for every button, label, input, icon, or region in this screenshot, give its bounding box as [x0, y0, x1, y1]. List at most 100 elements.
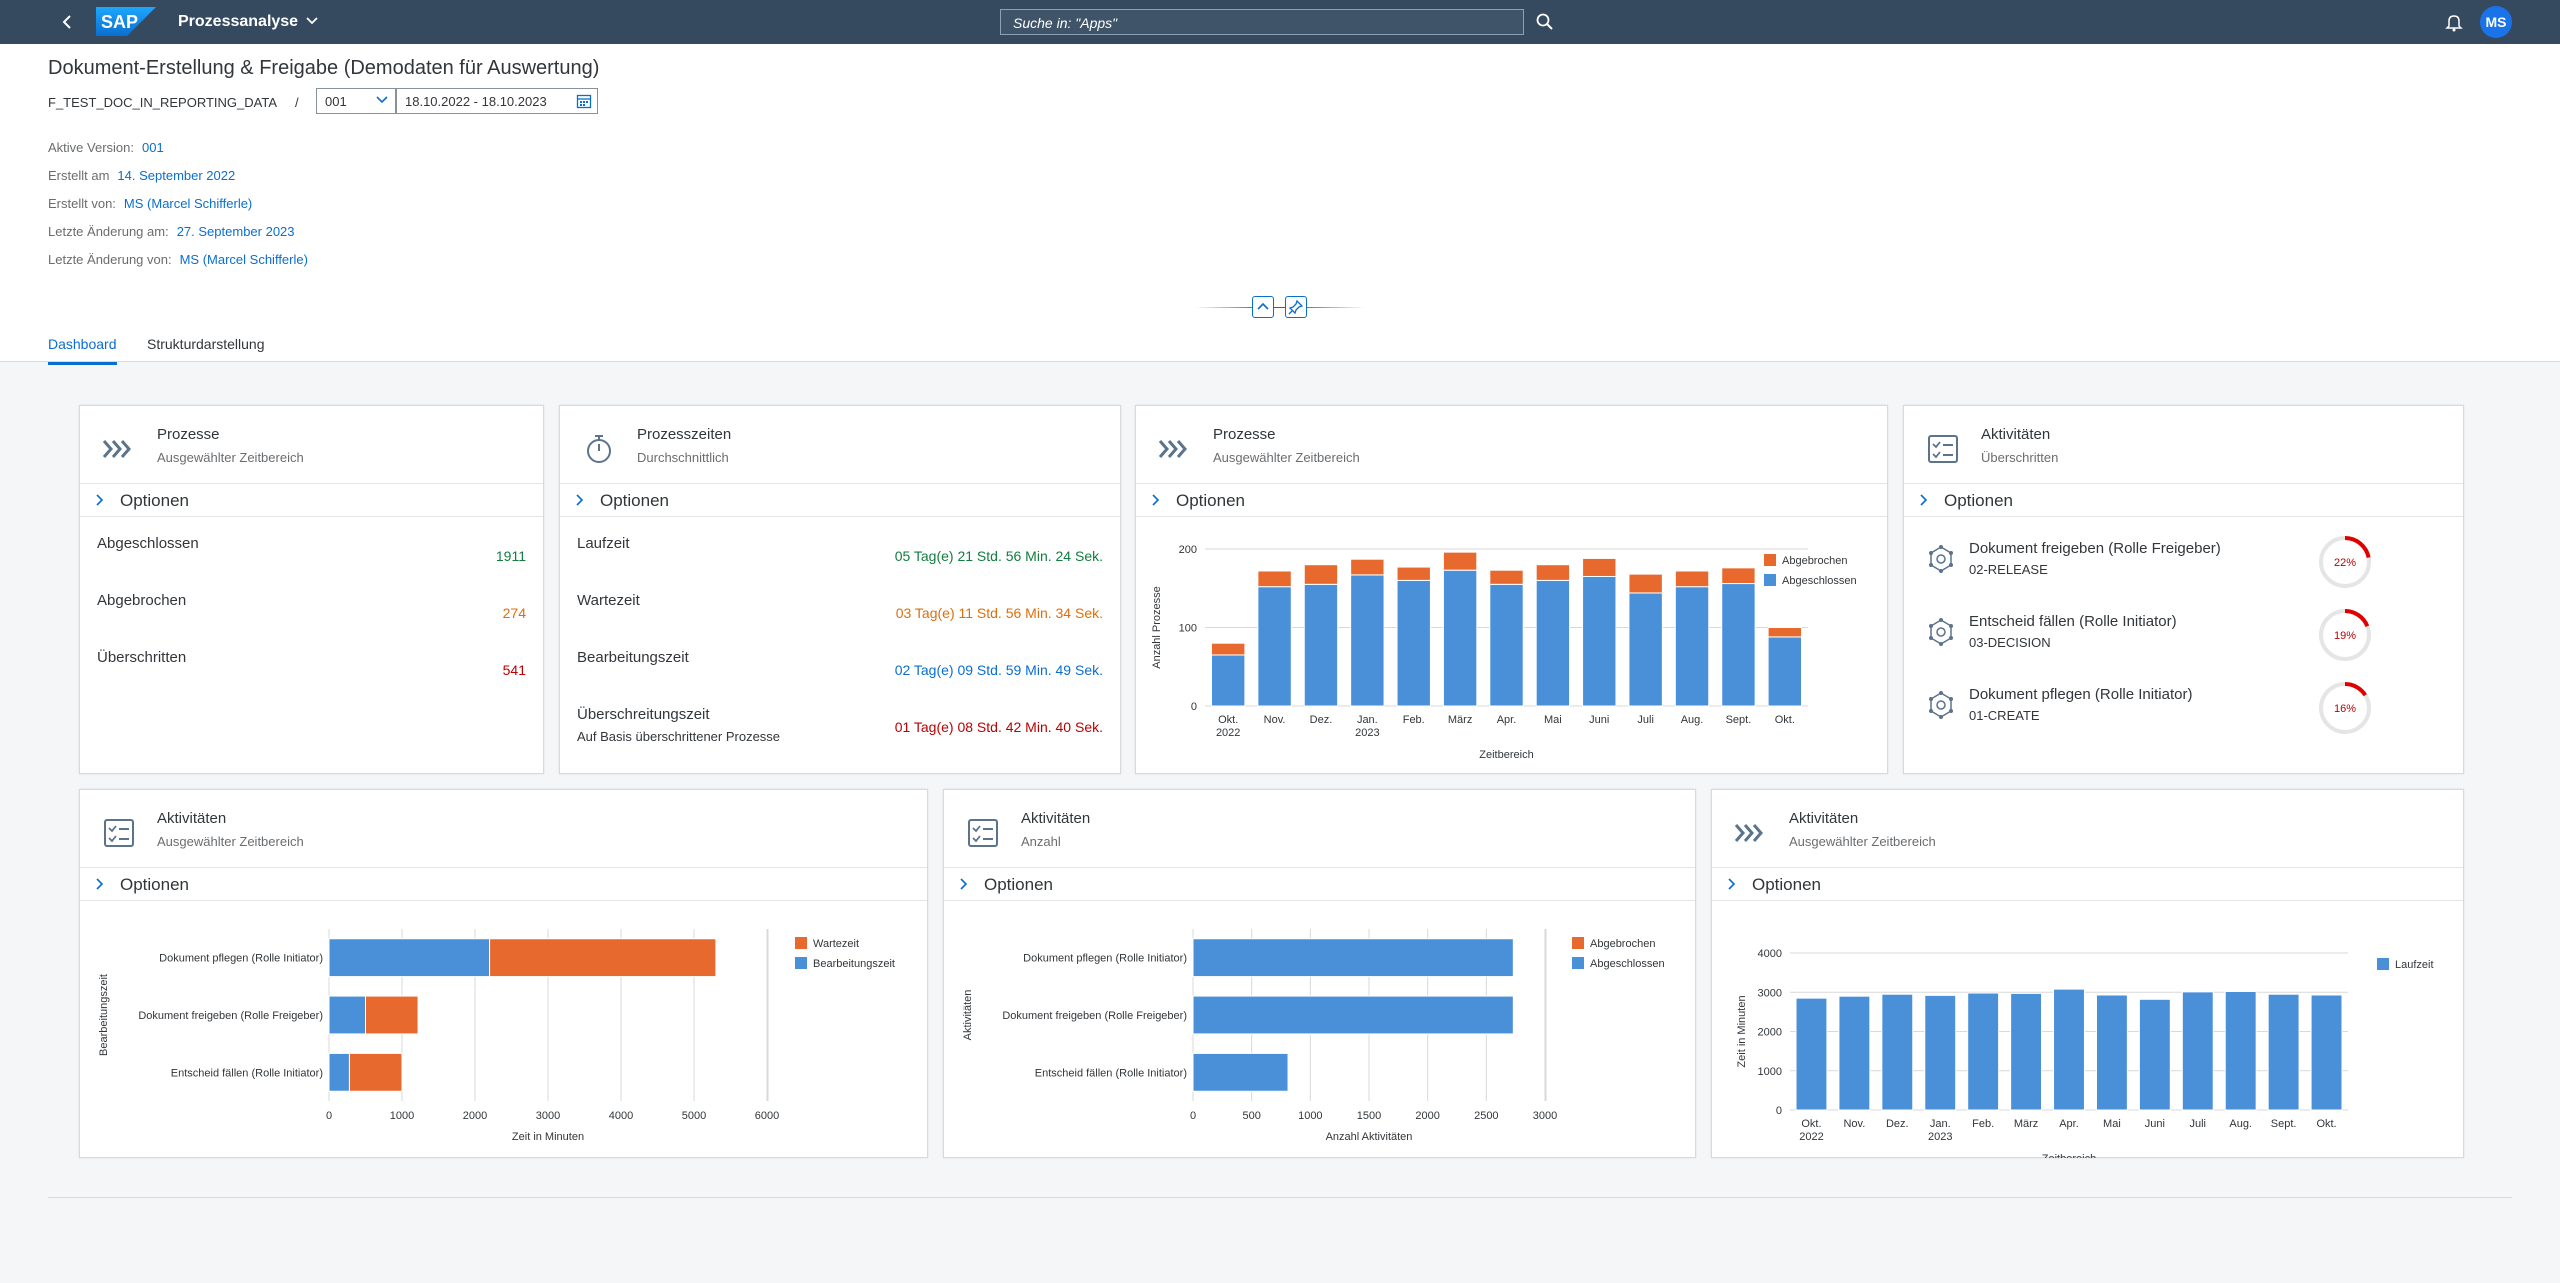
search-input[interactable]: Suche in: "Apps"	[1000, 9, 1524, 35]
process-chevrons-icon	[1158, 432, 1192, 466]
bar-laufzeit	[2267, 993, 2300, 1111]
options-toggle[interactable]: Optionen	[80, 483, 543, 517]
kpi-value: 541	[502, 662, 526, 678]
version-select[interactable]: 001	[316, 88, 396, 114]
bar-abgeschlossen	[1192, 938, 1514, 978]
app-title-menu[interactable]: Prozessanalyse	[178, 13, 318, 31]
chevron-right-icon	[574, 492, 586, 512]
card-subtitle: Durchschnittlich	[637, 450, 729, 465]
chevron-down-icon[interactable]	[375, 92, 389, 109]
time-value: 02 Tag(e) 09 Std. 59 Min. 49 Sek.	[894, 662, 1103, 678]
date-range-input[interactable]: 18.10.2022 - 18.10.2023	[396, 88, 598, 114]
x-tick-label: Okt.	[1218, 714, 1238, 726]
progress-ring: 22%	[2319, 536, 2371, 588]
meta-link[interactable]: MS (Marcel Schifferle)	[123, 196, 253, 211]
bar-laufzeit	[1795, 997, 1828, 1111]
card-subtitle: Ausgewählter Zeitbereich	[157, 450, 304, 465]
checklist-icon	[966, 816, 1000, 850]
meta-created-on: Erstellt am 14. September 2022	[48, 168, 235, 183]
calendar-icon[interactable]	[576, 93, 592, 109]
network-activity-icon	[1926, 544, 1956, 574]
activity-code: 03-DECISION	[1969, 635, 2051, 650]
x-tick-label: Aug.	[1681, 714, 1704, 726]
ring-label: 22%	[2334, 557, 2356, 569]
legend-label: Abgebrochen	[1590, 938, 1655, 950]
options-toggle[interactable]: Optionen	[1904, 483, 2463, 517]
activity-item[interactable]: Dokument freigeben (Rolle Freigeber) 02-R…	[1904, 534, 2463, 594]
card-title: Prozesszeiten	[637, 426, 732, 443]
meta-link[interactable]: 27. September 2023	[176, 224, 295, 239]
meta-created-by: Erstellt von: MS (Marcel Schifferle)	[48, 196, 252, 211]
tab-strukturdarstellung[interactable]: Strukturdarstellung	[147, 336, 265, 352]
meta-link[interactable]: MS (Marcel Schifferle)	[179, 252, 308, 267]
meta-link[interactable]: 14. September 2022	[117, 168, 236, 183]
card-title: Aktivitäten	[1021, 810, 1091, 827]
x-tick-label: Aug.	[2229, 1118, 2252, 1130]
x-tick-label: 6000	[755, 1110, 779, 1122]
progress-ring: 16%	[2319, 682, 2371, 734]
collapse-header-button[interactable]	[1252, 296, 1274, 318]
y-tick-label: Entscheid fällen (Rolle Initiator)	[171, 1067, 323, 1079]
sap-logo[interactable]: SAP	[96, 7, 156, 36]
bar-abgeschlossen	[1489, 583, 1524, 707]
y-axis-label: Bearbeitungszeit	[98, 974, 110, 1056]
chevron-right-icon	[1918, 492, 1930, 512]
x-tick-label: Sept.	[1726, 714, 1752, 726]
time-label: Laufzeit	[577, 535, 630, 552]
bar-laufzeit	[1838, 995, 1871, 1111]
legend-swatch	[795, 937, 807, 949]
legend-label: Abgebrochen	[1782, 555, 1847, 567]
options-toggle[interactable]: Optionen	[1712, 867, 2463, 901]
card-aktivitaeten-anzahl: Aktivitäten Anzahl Optionen 0 500 1000 1500…	[943, 789, 1696, 1158]
options-label: Optionen	[1752, 875, 1821, 894]
options-toggle[interactable]: Optionen	[80, 867, 927, 901]
options-toggle[interactable]: Optionen	[560, 483, 1120, 517]
y-tick-label: 4000	[1758, 948, 1782, 960]
legend-label: Abgeschlossen	[1782, 575, 1857, 587]
bar-laufzeit	[2224, 990, 2257, 1111]
kpi-value: 274	[502, 605, 526, 621]
x-tick-label: Apr.	[2059, 1118, 2079, 1130]
x-tick-label: 2000	[1415, 1110, 1439, 1122]
app-title: Prozessanalyse	[178, 13, 299, 30]
search-icon[interactable]	[1534, 11, 1556, 33]
legend-swatch	[2377, 958, 2389, 970]
x-tick-label: 5000	[682, 1110, 706, 1122]
legend-label: Abgeschlossen	[1590, 958, 1665, 970]
meta-link[interactable]: 001	[142, 140, 164, 155]
options-toggle[interactable]: Optionen	[1136, 483, 1887, 517]
activity-code: 01-CREATE	[1969, 708, 2040, 723]
bar-abgebrochen	[1721, 567, 1756, 585]
legend-label: Bearbeitungszeit	[813, 958, 895, 970]
time-label: Überschreitungszeit	[577, 706, 710, 723]
ring-label: 16%	[2334, 703, 2356, 715]
bar-abgebrochen	[1442, 551, 1478, 571]
activity-item[interactable]: Entscheid fällen (Rolle Initiator) 03-DEC…	[1904, 607, 2463, 667]
options-toggle[interactable]: Optionen	[944, 867, 1695, 901]
chart-aktivitaeten-zeit: 0 1000 2000 3000 4000 5000 6000 Dokument pflege…	[98, 929, 895, 1143]
stopwatch-icon	[582, 432, 616, 466]
back-icon[interactable]	[58, 12, 78, 32]
tab-dashboard[interactable]: Dashboard	[48, 336, 117, 365]
bar-abgeschlossen	[1192, 995, 1514, 1035]
process-chevrons-icon	[102, 432, 136, 466]
divider	[1195, 307, 1365, 308]
notification-bell-icon[interactable]	[2443, 11, 2465, 33]
bar-abgeschlossen	[1767, 636, 1803, 707]
legend-swatch	[795, 957, 807, 969]
pin-header-button[interactable]	[1285, 296, 1307, 318]
meta-label: Aktive Version:	[48, 140, 134, 155]
card-prozesszeiten: Prozesszeiten Durchschnittlich Optionen …	[559, 405, 1121, 774]
x-tick-label: Jan.	[1930, 1118, 1951, 1130]
header-toggle	[1195, 296, 1365, 318]
bar-abgebrochen	[1303, 564, 1339, 585]
bar-abgeschlossen	[1582, 575, 1617, 707]
meta-label: Erstellt von:	[48, 196, 116, 211]
y-tick-label: Dokument pflegen (Rolle Initiator)	[159, 953, 323, 965]
checklist-icon	[102, 816, 136, 850]
activity-item[interactable]: Dokument pflegen (Rolle Initiator) 01-CRE…	[1904, 680, 2463, 740]
shell-bar: SAP Prozessanalyse Suche in: "Apps" MS	[0, 0, 2560, 44]
bar-laufzeit	[2310, 994, 2343, 1111]
user-avatar[interactable]: MS	[2480, 6, 2512, 38]
